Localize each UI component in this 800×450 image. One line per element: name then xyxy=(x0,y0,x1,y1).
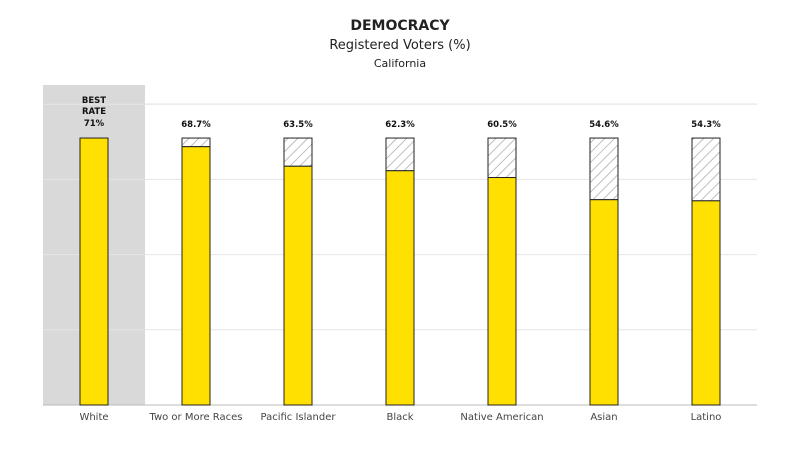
bar xyxy=(385,170,415,406)
gap-to-best-bar xyxy=(487,137,517,179)
data-label: 71% xyxy=(84,119,105,129)
bar xyxy=(487,177,517,406)
bar xyxy=(691,200,721,406)
x-tick-label: Two or More Races xyxy=(148,412,242,423)
data-label: 54.6% xyxy=(589,120,619,130)
best-label-line1: BEST xyxy=(82,96,106,106)
data-label: 54.3% xyxy=(691,120,721,130)
gap-to-best-bar xyxy=(283,137,313,167)
chart-subtitle: Registered Voters (%) xyxy=(329,38,471,53)
bar xyxy=(79,137,109,406)
x-tick-label: Black xyxy=(386,412,413,423)
x-tick-label: Pacific Islander xyxy=(261,412,337,423)
chart-region-subtitle: California xyxy=(373,57,427,70)
x-tick-label: Asian xyxy=(590,412,617,423)
data-label: 63.5% xyxy=(283,120,313,130)
gap-to-best-bar xyxy=(385,137,415,172)
bar xyxy=(283,165,313,406)
data-label: 62.3% xyxy=(385,120,415,130)
gap-to-best-bar xyxy=(181,137,211,148)
best-label-line2: RATE xyxy=(82,107,106,117)
x-tick-label: Latino xyxy=(691,412,722,423)
data-label: 60.5% xyxy=(487,120,517,130)
gap-to-best-bar xyxy=(589,137,619,201)
gap-to-best-bar xyxy=(691,137,721,202)
data-label: 68.7% xyxy=(181,120,211,130)
x-tick-label: Native American xyxy=(460,412,543,423)
bar xyxy=(589,199,619,406)
chart-title: DEMOCRACY xyxy=(350,18,450,34)
x-tick-label: White xyxy=(79,412,108,423)
bar xyxy=(181,146,211,406)
